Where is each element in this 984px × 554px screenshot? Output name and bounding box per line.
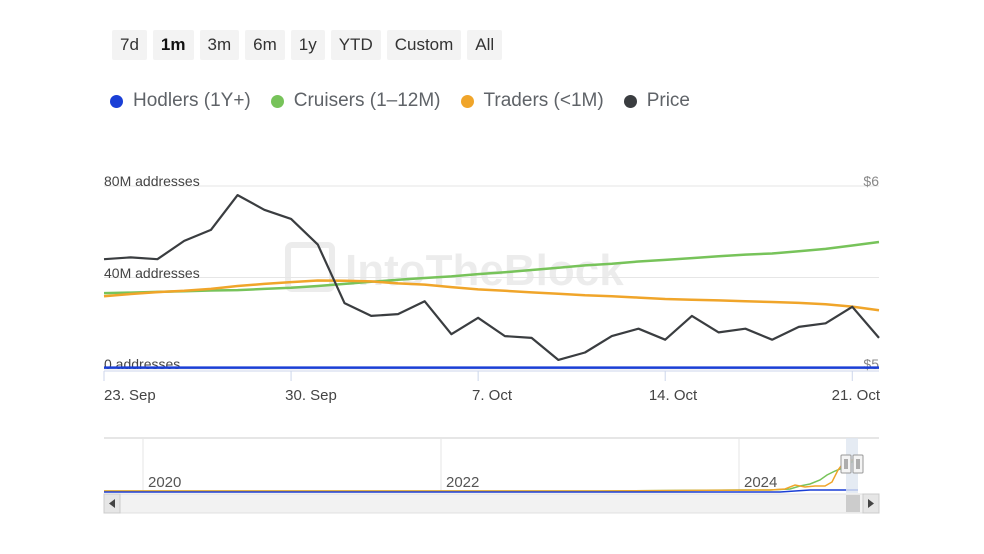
- navigator-selected-range[interactable]: [846, 438, 858, 493]
- range-button-ytd[interactable]: YTD: [330, 30, 381, 60]
- y-right-tick-label-1: $6: [863, 173, 879, 189]
- grid-lines: [104, 185, 879, 370]
- y-left-tick-label-2: 80M addresses: [104, 173, 200, 189]
- series-line-cruisers[interactable]: [103, 240, 880, 295]
- navigator-series-hodlers: [104, 489, 858, 493]
- navigator-handle-left[interactable]: [840, 454, 852, 474]
- x-axis-ticks: [103, 371, 853, 381]
- legend-item-cruisers[interactable]: Cruisers (1–12M): [270, 90, 441, 112]
- arrow-left-icon: [109, 499, 115, 508]
- legend-marker-price: [623, 94, 637, 108]
- legend-label-traders: Traders (<1M): [483, 90, 604, 111]
- range-button-custom[interactable]: Custom: [386, 30, 462, 60]
- y-right-tick-label-0: $5: [863, 356, 879, 372]
- x-tick-label-3: 14. Oct: [649, 387, 698, 404]
- legend-item-hodlers[interactable]: Hodlers (1Y+): [110, 90, 251, 112]
- x-tick-label-0: 23. Sep: [104, 387, 156, 404]
- navigator-tick-label-2022: 2022: [446, 474, 479, 491]
- legend-item-traders[interactable]: Traders (<1M): [460, 90, 604, 112]
- range-button-1m[interactable]: 1m: [152, 30, 194, 60]
- legend-marker-cruisers: [270, 94, 284, 108]
- navigator-tick-label-2024: 2024: [744, 474, 777, 491]
- series-line-price[interactable]: [103, 194, 880, 361]
- range-button-3m[interactable]: 3m: [199, 30, 240, 60]
- range-button-1y[interactable]: 1y: [290, 30, 325, 60]
- series-line-traders[interactable]: [103, 279, 880, 312]
- scrollbar-track[interactable]: [103, 493, 880, 514]
- scrollbar: [103, 493, 880, 514]
- navigator-tick-label-2020: 2020: [148, 474, 181, 491]
- time-range-selector: 7d 1m 3m 6m 1y YTD Custom All: [112, 30, 503, 60]
- watermark: IntoTheBlock: [285, 242, 624, 295]
- watermark-logo-icon: [285, 242, 335, 292]
- chart-legend: Hodlers (1Y+) Cruisers (1–12M) Traders (…: [110, 90, 690, 112]
- range-button-7d[interactable]: 7d: [112, 30, 147, 60]
- legend-marker-traders: [460, 94, 474, 108]
- scrollbar-thumb[interactable]: [846, 495, 860, 512]
- y-left-tick-label-0: 0 addresses: [104, 356, 180, 372]
- arrow-right-icon: [868, 499, 874, 508]
- legend-label-price: Price: [646, 90, 690, 111]
- navigator-handle-right[interactable]: [852, 454, 864, 474]
- legend-label-hodlers: Hodlers (1Y+): [133, 90, 251, 111]
- y-left-tick-label-1: 40M addresses: [104, 265, 200, 281]
- navigator: 2020 2022 2024: [104, 437, 879, 493]
- range-button-all[interactable]: All: [467, 30, 503, 60]
- x-tick-label-1: 30. Sep: [285, 387, 337, 404]
- x-tick-label-4: 21. Oct: [832, 387, 881, 404]
- series-layer: [103, 194, 880, 369]
- legend-item-price[interactable]: Price: [623, 90, 690, 112]
- watermark-text: IntoTheBlock: [345, 246, 624, 295]
- legend-label-cruisers: Cruisers (1–12M): [293, 90, 441, 111]
- range-button-6m[interactable]: 6m: [245, 30, 285, 60]
- x-tick-label-2: 7. Oct: [472, 387, 513, 404]
- legend-marker-hodlers: [110, 94, 123, 108]
